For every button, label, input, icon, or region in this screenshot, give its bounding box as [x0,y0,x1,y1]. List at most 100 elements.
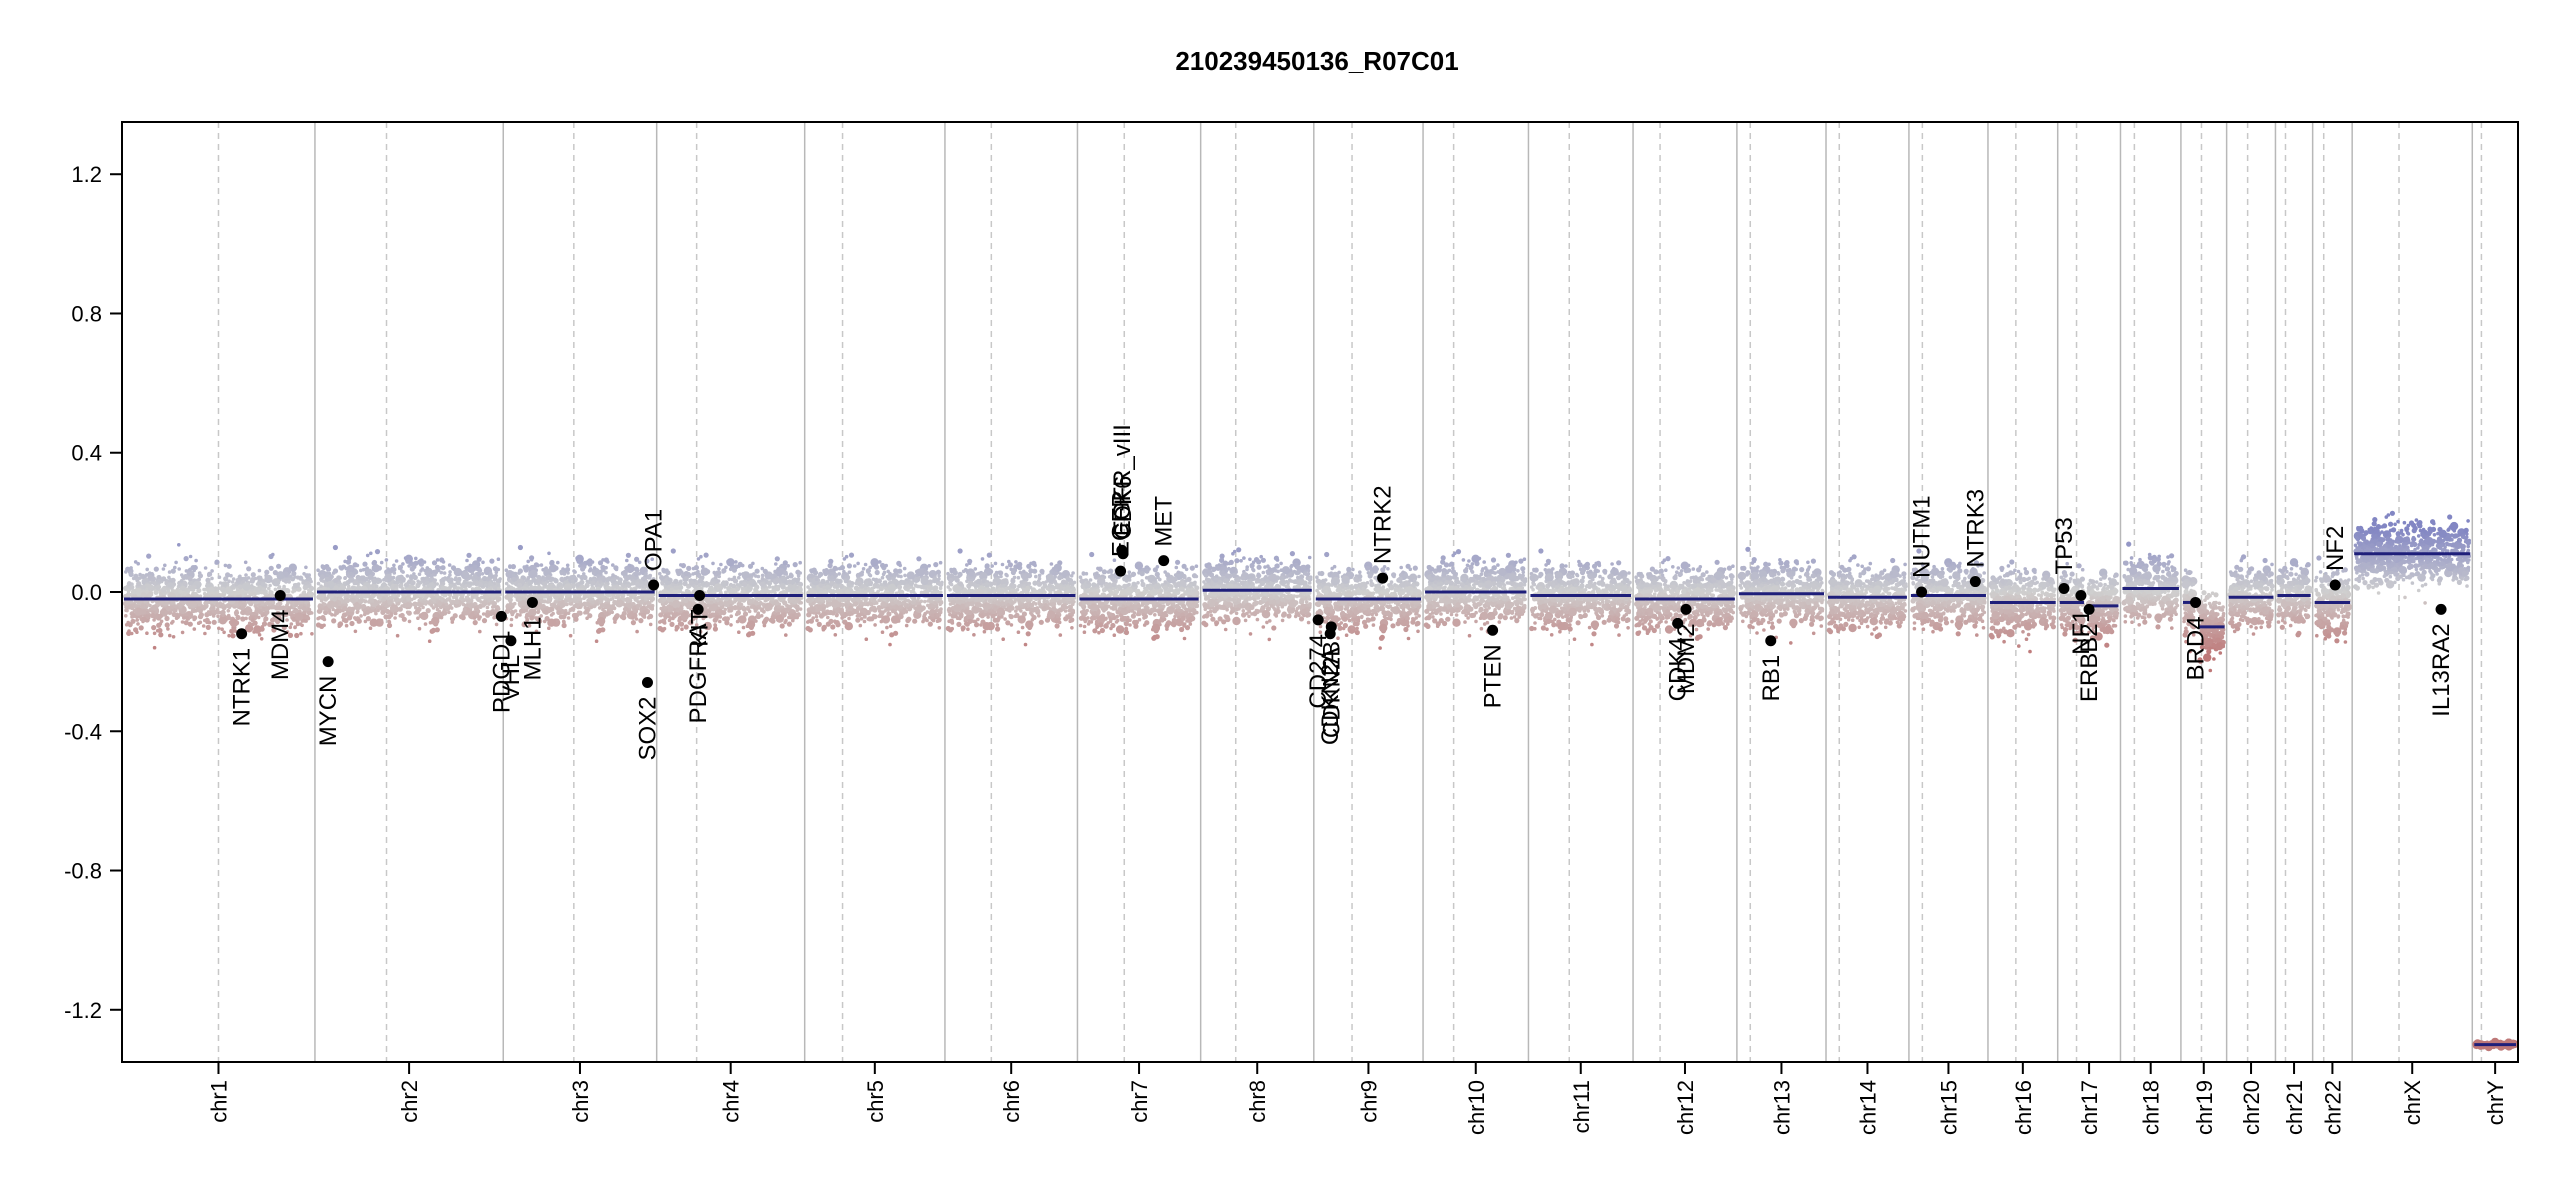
probe-point [759,614,764,618]
probe-point [837,566,842,571]
probe-point [306,603,311,608]
probe-point [825,579,830,584]
probe-point [275,602,280,607]
probe-point [911,590,916,594]
probe-point [362,612,367,617]
probe-point [555,618,560,623]
probe-point [304,585,308,589]
probe-point [638,599,644,605]
probe-point [270,593,275,598]
probe-point [787,615,791,620]
probe-point [939,607,943,611]
probe-point [389,605,396,611]
probe-point [674,624,680,630]
probe-point [638,618,644,624]
probe-point [197,606,201,611]
probe-point [816,587,821,591]
probe-point [592,571,596,575]
probe-point [198,620,203,625]
probe-point [276,563,282,569]
probe-point [393,580,397,585]
probe-point [225,572,231,578]
probe-point [398,613,403,618]
probe-point [136,581,142,587]
probe-point [440,611,445,616]
probe-point [518,608,525,614]
probe-point [228,603,233,608]
probe-point [133,560,138,564]
probe-point [161,576,167,582]
probe-point [230,585,234,589]
probe-point [173,565,177,570]
probe-point [304,593,308,598]
probe-point [811,616,815,620]
probe-point [916,556,922,562]
probe-point [913,578,918,582]
probe-point [333,577,339,583]
probe-point [179,579,184,583]
probe-point [609,604,613,608]
probe-point [268,565,274,571]
probe-point [566,571,570,575]
probe-point [377,600,382,604]
probe-point [483,596,487,600]
probe-point [536,610,540,614]
probe-point [841,588,846,593]
probe-point [264,574,273,584]
probe-point [395,633,400,638]
probe-point [171,619,175,624]
probe-point [566,616,571,620]
probe-point [617,587,622,591]
probe-point [838,608,842,613]
probe-point [383,614,389,620]
probe-point [786,621,793,627]
probe-point [421,576,426,581]
probe-point [791,618,795,623]
probe-point [896,600,902,606]
probe-point [732,599,737,604]
probe-point [357,598,364,605]
probe-point [705,603,710,608]
probe-point [740,586,745,591]
probe-point [482,601,487,606]
probe-point [559,571,564,576]
probe-point [721,570,726,574]
probe-point [549,559,555,566]
probe-point [867,580,874,586]
probe-point [848,611,852,615]
probe-point [294,603,298,607]
probe-point [794,577,800,584]
probe-point [214,609,220,615]
probe-point [417,626,422,631]
probe-point [850,584,854,588]
probe-point [369,618,378,627]
probe-point [222,630,226,635]
probe-point [222,581,228,587]
probe-point [182,616,186,620]
probe-point [267,586,271,591]
probe-point [536,585,542,591]
probe-point [889,605,893,610]
probe-point [892,605,897,609]
probe-point [158,592,163,596]
probe-point [210,569,214,573]
probe-point [492,612,497,616]
probe-point [293,608,298,612]
probe-point [308,610,313,615]
probe-point [806,620,810,624]
probe-point [418,581,422,585]
probe-point [717,574,721,579]
probe-point [402,599,407,604]
probe-point [183,620,189,626]
probe-point [384,578,389,583]
probe-point [259,626,265,632]
probe-point [741,581,748,588]
probe-point [435,582,440,586]
probe-point [299,631,303,636]
probe-point [568,633,573,638]
probe-point [926,603,930,608]
probe-point [633,571,640,577]
probe-point [821,624,827,630]
probe-point [171,611,177,618]
probe-point [131,612,137,619]
